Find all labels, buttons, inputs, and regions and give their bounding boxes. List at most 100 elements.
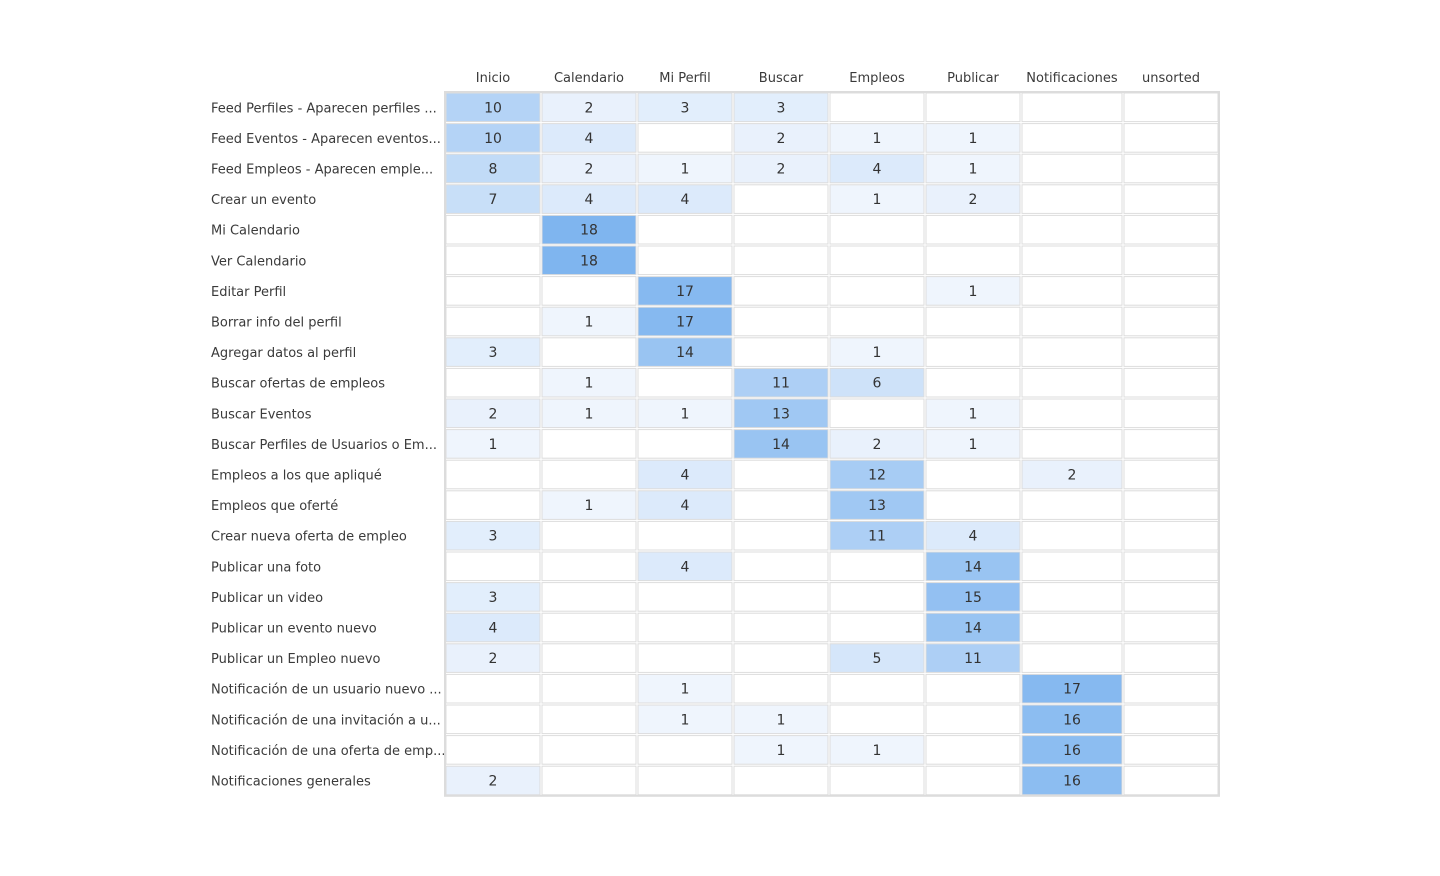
matrix-cell (925, 153, 1021, 184)
matrix-cell (541, 735, 637, 765)
cell-value: 10 (484, 131, 502, 147)
matrix-cell (541, 520, 637, 551)
matrix-cell (541, 337, 637, 367)
row-label: Crear un evento (211, 193, 316, 208)
matrix-cell (925, 520, 1021, 551)
matrix-cell (925, 367, 1021, 398)
matrix-cell (829, 765, 925, 796)
matrix-cell (733, 276, 829, 306)
cell-value: 14 (676, 345, 694, 361)
cell-value: 1 (489, 437, 498, 453)
matrix-cell (925, 245, 1021, 276)
cell-value: 2 (489, 651, 498, 667)
matrix-cell (541, 123, 637, 153)
cell-value: 14 (964, 559, 982, 575)
matrix-cell (1123, 612, 1219, 643)
matrix-cell (733, 459, 829, 490)
matrix-cell (541, 612, 637, 643)
matrix-cell (541, 459, 637, 490)
cell-value: 2 (777, 131, 786, 147)
matrix-cell (829, 367, 925, 398)
row-label: Agregar datos al perfil (211, 346, 356, 361)
matrix-cell (829, 459, 925, 490)
matrix-cell (445, 306, 541, 337)
matrix-cell (829, 398, 925, 429)
matrix-cell (925, 92, 1021, 123)
matrix-cell (925, 184, 1021, 214)
column-header: Notificaciones (1026, 71, 1118, 86)
matrix-cell (445, 245, 541, 276)
cell-value: 3 (489, 590, 498, 606)
row-label: Publicar un video (211, 591, 323, 606)
matrix-cell (445, 337, 541, 367)
matrix-cell (829, 214, 925, 245)
matrix-cell (829, 153, 925, 184)
row-label: Buscar ofertas de empleos (211, 377, 385, 392)
matrix-cell (733, 306, 829, 337)
matrix-cell (1021, 673, 1123, 704)
matrix-cell (445, 92, 541, 123)
matrix-cell (637, 582, 733, 612)
cell-value: 1 (873, 131, 882, 147)
matrix-cell (1021, 367, 1123, 398)
matrix-cell (1123, 673, 1219, 704)
matrix-cell (1123, 704, 1219, 735)
matrix-cell (637, 276, 733, 306)
matrix-cell (541, 582, 637, 612)
matrix-cell (445, 429, 541, 459)
row-label: Mi Calendario (211, 224, 300, 239)
matrix-cell (637, 184, 733, 214)
cell-value: 2 (489, 774, 498, 790)
matrix-cell (541, 490, 637, 520)
matrix-cell (925, 643, 1021, 673)
matrix-cell (637, 398, 733, 429)
matrix-cell (445, 551, 541, 582)
matrix-cell (637, 459, 733, 490)
matrix-cell (733, 184, 829, 214)
matrix-cell (637, 490, 733, 520)
matrix-cell (1021, 459, 1123, 490)
cell-value: 13 (772, 406, 790, 422)
cell-value: 11 (868, 529, 886, 545)
matrix-cell (1123, 398, 1219, 429)
matrix-cell (925, 735, 1021, 765)
matrix-cell (637, 673, 733, 704)
matrix-cell (637, 551, 733, 582)
cell-value: 1 (969, 406, 978, 422)
matrix-cell (829, 612, 925, 643)
cell-value: 4 (681, 498, 690, 514)
cell-value: 1 (777, 743, 786, 759)
cell-value: 3 (681, 100, 690, 116)
matrix-cell (733, 490, 829, 520)
row-label: Empleos a los que apliqué (211, 469, 382, 484)
cell-value: 1 (585, 315, 594, 331)
cell-value: 14 (964, 621, 982, 637)
matrix-cell (1021, 520, 1123, 551)
matrix-cell (829, 490, 925, 520)
matrix-cell (637, 306, 733, 337)
matrix-cell (445, 490, 541, 520)
cell-value: 5 (873, 651, 882, 667)
matrix-cell (637, 123, 733, 153)
matrix-cell (445, 214, 541, 245)
matrix-cell (925, 276, 1021, 306)
matrix-cell (1021, 276, 1123, 306)
matrix-cell (1123, 520, 1219, 551)
matrix-cell (829, 551, 925, 582)
cell-value: 16 (1063, 774, 1081, 790)
cell-value: 1 (873, 743, 882, 759)
matrix-cell (1021, 429, 1123, 459)
matrix-cell (445, 459, 541, 490)
matrix-cell (541, 398, 637, 429)
matrix-cell (829, 643, 925, 673)
matrix-cell (925, 337, 1021, 367)
matrix-cell (1123, 306, 1219, 337)
column-header: Buscar (759, 71, 804, 86)
matrix-cell (733, 153, 829, 184)
matrix-cell (445, 612, 541, 643)
cell-value: 1 (969, 284, 978, 300)
cell-value: 1 (681, 406, 690, 422)
matrix-cell (1021, 704, 1123, 735)
matrix-cell (541, 673, 637, 704)
matrix-cell (1021, 123, 1123, 153)
